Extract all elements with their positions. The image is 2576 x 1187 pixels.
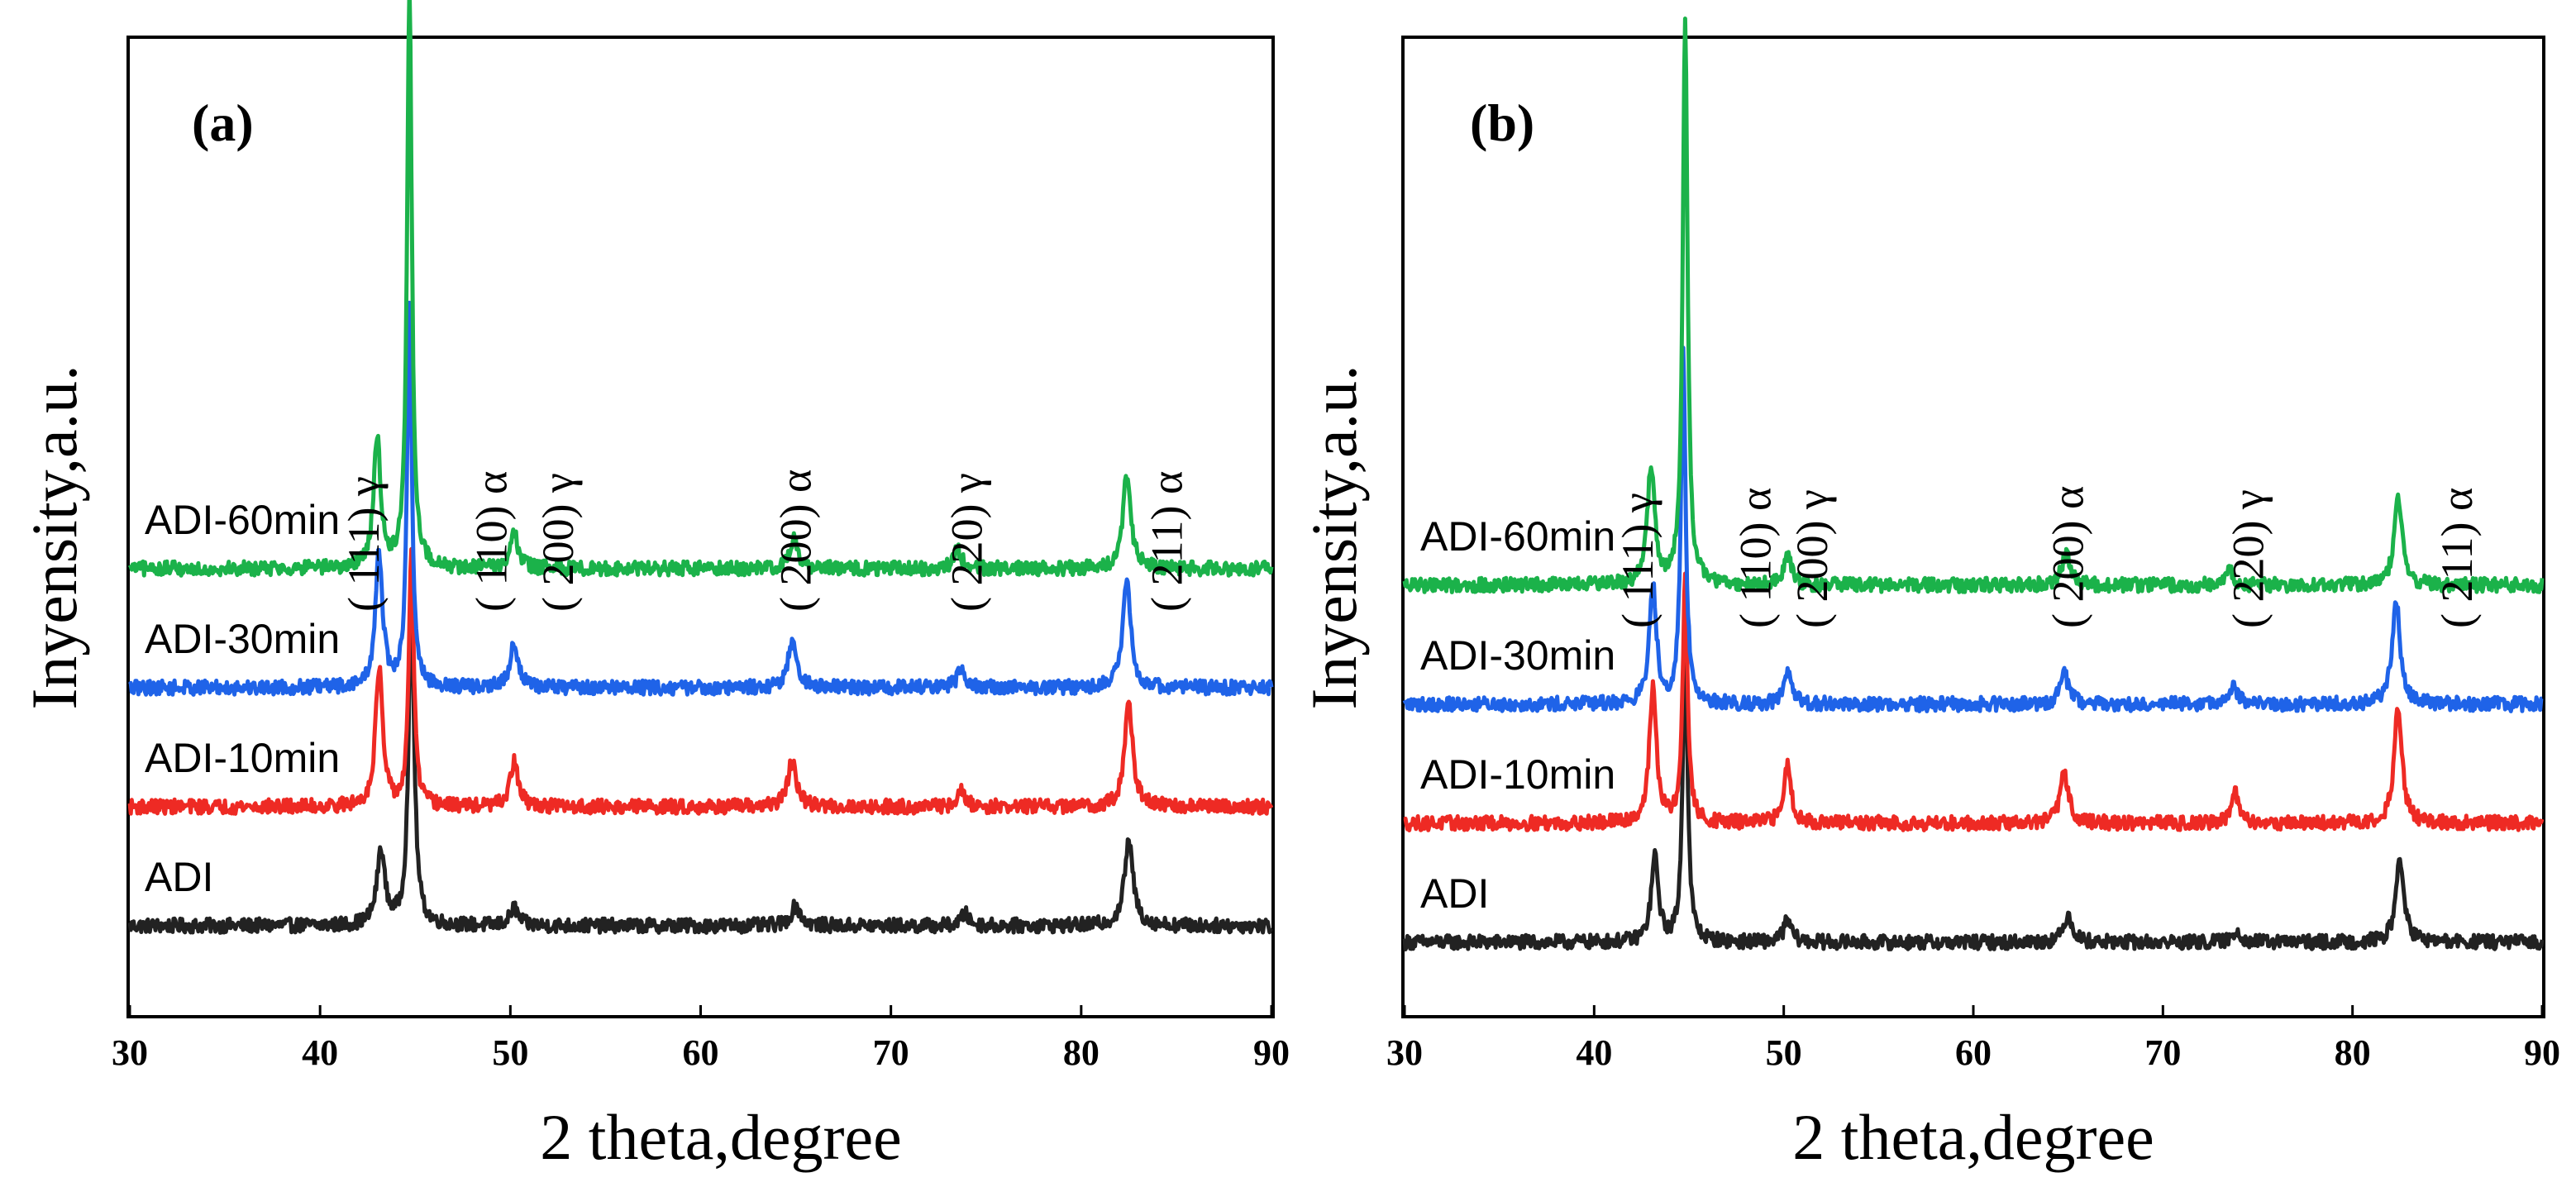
peak-label-b-5: ( 211) α bbox=[2432, 488, 2482, 628]
panel-label-a: (a) bbox=[192, 93, 254, 152]
peak-label-a-1: ( 110) α bbox=[466, 471, 516, 612]
series-label-a-adi-30min: ADI-30min bbox=[145, 616, 340, 662]
x-tick-label-b-50: 50 bbox=[1766, 1032, 1802, 1073]
x-axis-title-b: 2 theta,degree bbox=[1792, 1101, 2154, 1173]
peak-label-a-5: ( 211) α bbox=[1142, 471, 1191, 612]
traces-b bbox=[1402, 17, 2545, 951]
peak-label-a-3: ( 200) α bbox=[771, 470, 821, 612]
y-axis-title-b: Inyensity,a.u. bbox=[1298, 365, 1370, 709]
trace-b-adi-10min bbox=[1403, 571, 2545, 832]
x-tick-label-b-30: 30 bbox=[1386, 1032, 1423, 1073]
x-tick-label-a-90: 90 bbox=[1253, 1032, 1290, 1073]
peak-labels-a: ( 111) γ ( 110) α ( 200) γ ( 200) α ( 220) γ… bbox=[339, 470, 1191, 612]
trace-b-adi bbox=[1402, 632, 2545, 951]
x-tick-label-a-70: 70 bbox=[873, 1032, 909, 1073]
series-label-a-adi: ADI bbox=[145, 854, 213, 900]
peak-label-a-0: ( 111) γ bbox=[339, 476, 389, 612]
x-tick-label-a-30: 30 bbox=[112, 1032, 148, 1073]
x-tick-label-b-40: 40 bbox=[1576, 1032, 1612, 1073]
peak-label-b-1: ( 110) α bbox=[1730, 488, 1780, 628]
x-tick-label-a-40: 40 bbox=[302, 1032, 338, 1073]
x-tick-label-b-60: 60 bbox=[1955, 1032, 1992, 1073]
x-ticks-b: 30 40 50 60 70 80 90 bbox=[1386, 1005, 2560, 1073]
x-ticks-a: 30 40 50 60 70 80 90 bbox=[112, 1005, 1290, 1073]
trace-b-adi-60min bbox=[1402, 17, 2545, 594]
series-label-b-adi-30min: ADI-30min bbox=[1420, 632, 1615, 679]
peak-label-a-4: ( 220) γ bbox=[942, 473, 992, 612]
trace-a-adi bbox=[127, 597, 1273, 935]
series-label-b-adi: ADI bbox=[1420, 870, 1489, 917]
x-axis-title-a: 2 theta,degree bbox=[540, 1101, 901, 1173]
series-labels-a: ADI ADI-10min ADI-30min ADI-60min bbox=[145, 497, 340, 900]
trace-a-adi-30min bbox=[128, 300, 1274, 697]
peak-label-b-4: ( 220) γ bbox=[2224, 489, 2273, 628]
x-tick-label-b-90: 90 bbox=[2524, 1032, 2560, 1073]
peak-labels-b: ( 111) γ ( 110) α( 200) γ ( 200) α ( 220) γ… bbox=[1613, 486, 2482, 628]
series-label-b-adi-10min: ADI-10min bbox=[1420, 751, 1615, 798]
series-label-b-adi-60min: ADI-60min bbox=[1420, 513, 1615, 560]
peak-label-a-2: ( 200) γ bbox=[533, 473, 583, 612]
trace-a-adi-60min bbox=[127, 0, 1274, 578]
x-tick-label-a-50: 50 bbox=[492, 1032, 528, 1073]
series-labels-b: ADI ADI-10min ADI-30min ADI-60min bbox=[1420, 513, 1615, 917]
trace-b-adi-30min bbox=[1402, 346, 2544, 713]
panel-b: 30 40 50 60 70 80 90 ADI ADI-10min ADI-30min ADI-… bbox=[1298, 17, 2560, 1173]
y-axis-title-a: Inyensity,a.u. bbox=[18, 365, 90, 709]
panel-label-b: (b) bbox=[1470, 93, 1534, 152]
trace-a-adi-10min bbox=[127, 546, 1274, 816]
series-label-a-adi-60min: ADI-60min bbox=[145, 497, 340, 543]
x-tick-label-a-80: 80 bbox=[1063, 1032, 1100, 1073]
x-tick-label-b-80: 80 bbox=[2335, 1032, 2371, 1073]
series-label-a-adi-10min: ADI-10min bbox=[145, 735, 340, 781]
peak-label-b-2: ( 200) γ bbox=[1787, 489, 1837, 628]
peak-label-b-0: ( 111) γ bbox=[1613, 493, 1662, 628]
x-tick-label-a-60: 60 bbox=[683, 1032, 719, 1073]
x-tick-label-b-70: 70 bbox=[2144, 1032, 2181, 1073]
traces-a bbox=[127, 0, 1274, 935]
panel-a: 30 40 50 60 70 80 90 ADI ADI-10min ADI-30min ADI-… bbox=[18, 0, 1290, 1173]
peak-label-b-3: ( 200) α bbox=[2044, 486, 2093, 628]
